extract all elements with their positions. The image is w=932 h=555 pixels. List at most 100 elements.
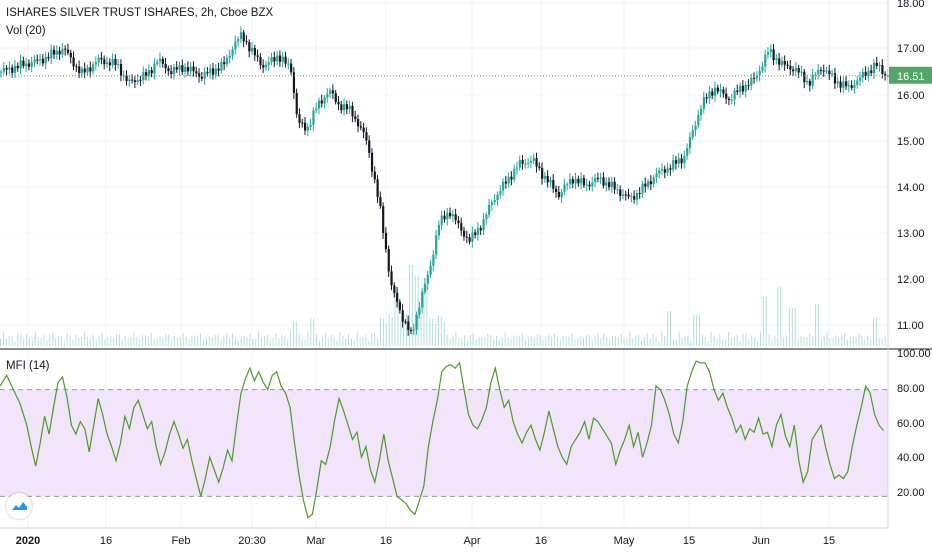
volume-bar: [475, 339, 477, 346]
candle-body: [833, 73, 837, 84]
volume-bar: [522, 333, 524, 346]
volume-bar: [493, 339, 495, 346]
candle-body: [276, 55, 279, 62]
candle-body: [292, 72, 296, 93]
volume-bar: [298, 333, 300, 346]
volume-bar: [130, 337, 132, 346]
candle-body: [546, 175, 549, 183]
volume-bar: [545, 336, 547, 346]
volume-bar: [377, 338, 379, 346]
volume-bar: [113, 337, 115, 346]
candle-body: [780, 61, 784, 65]
volume-bar: [31, 341, 33, 346]
candle-body: [429, 265, 432, 275]
volume-bar: [55, 338, 57, 346]
volume-bar: [391, 317, 393, 346]
candle-body: [568, 179, 572, 185]
volume-bar: [875, 318, 877, 346]
candle-body: [16, 65, 19, 69]
candle-body: [27, 63, 31, 67]
candle-body: [421, 291, 424, 308]
candle-body: [128, 79, 131, 82]
candle-body: [839, 81, 842, 88]
indicator-label[interactable]: MFI (14): [6, 360, 50, 372]
volume-bar: [504, 332, 506, 346]
candle-body: [66, 49, 70, 53]
volume-bar: [429, 318, 431, 346]
volume-bar: [878, 338, 880, 346]
volume-bar: [95, 340, 97, 346]
candle-body: [290, 63, 293, 73]
volume-bar: [153, 339, 155, 346]
candle-body: [426, 274, 429, 284]
volume-bar: [374, 332, 376, 346]
candle-body: [164, 63, 167, 69]
candle-body: [647, 181, 650, 187]
candle-body: [875, 62, 878, 66]
volume-bar: [52, 332, 54, 346]
candle-body: [147, 70, 151, 76]
volume-bar: [197, 336, 199, 346]
volume-bar: [823, 336, 825, 346]
volume-bar: [182, 333, 184, 346]
volume-bar: [672, 339, 674, 346]
candle-body: [80, 68, 84, 74]
volume-bar: [864, 339, 866, 346]
volume-bar: [98, 335, 100, 346]
volume-bar: [519, 335, 521, 346]
volume-bar: [553, 333, 555, 346]
volume-bar: [542, 340, 544, 346]
candle-body: [181, 65, 184, 73]
candle-body: [139, 79, 142, 81]
volume-bar: [188, 339, 190, 346]
candle-body: [688, 137, 692, 149]
volume-bar: [524, 339, 526, 346]
volume-bar: [461, 338, 463, 346]
candle-body: [103, 59, 106, 65]
volume-bar: [168, 334, 170, 346]
candle-body: [153, 63, 156, 74]
candle-body: [552, 179, 555, 189]
volume-bar: [385, 323, 387, 346]
volume-bar: [716, 338, 718, 346]
volume-bar: [510, 339, 512, 346]
candle-body: [178, 65, 181, 70]
candle-body: [828, 70, 831, 75]
candle-body: [663, 169, 666, 173]
candle-body: [150, 70, 153, 74]
volume-bar: [217, 334, 219, 346]
candle-body: [660, 169, 664, 171]
volume-bar: [574, 339, 576, 346]
candle-body: [845, 81, 848, 87]
volume-bar: [440, 317, 442, 346]
volume-bars: [0, 265, 889, 346]
time-tick-label: Jun: [752, 535, 770, 547]
volume-bar: [803, 337, 805, 346]
volume-bar: [472, 333, 474, 346]
volume-bar: [301, 339, 303, 346]
candle-body: [195, 71, 198, 74]
volume-bar: [226, 333, 228, 346]
candle-body: [510, 176, 513, 180]
volume-bar: [704, 337, 706, 346]
candle-body: [630, 196, 633, 198]
volume-bar: [350, 338, 352, 346]
candle-body: [733, 90, 736, 100]
candle-body: [610, 181, 613, 188]
candle-body: [764, 54, 767, 67]
candle-body: [708, 91, 711, 99]
candle-body: [454, 214, 457, 221]
volume-bar: [150, 332, 152, 346]
volume-bar: [223, 336, 225, 346]
volume-bar: [400, 320, 402, 346]
volume-bar: [411, 265, 413, 346]
tradingview-logo[interactable]: [6, 493, 32, 519]
volume-label[interactable]: Vol (20): [6, 25, 46, 37]
candle-body: [549, 179, 552, 183]
candle-body: [543, 175, 547, 179]
candle-body: [563, 184, 566, 192]
candle-body: [811, 74, 814, 86]
volume-bar: [220, 340, 222, 346]
